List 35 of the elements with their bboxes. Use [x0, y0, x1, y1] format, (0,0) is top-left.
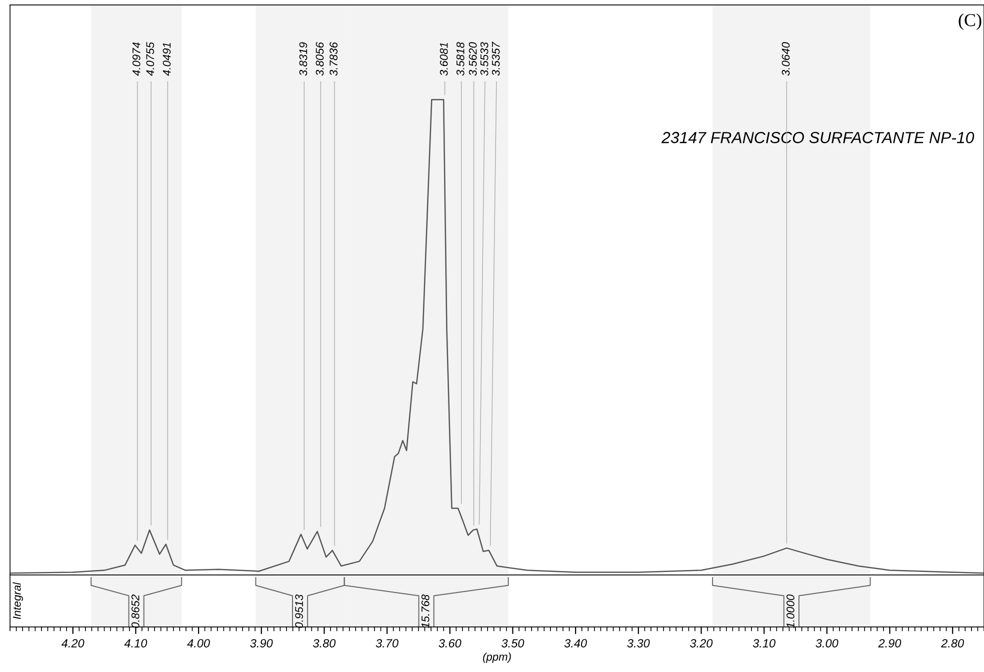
annotation: 3.8056 — [316, 42, 324, 76]
text: 23147 FRANCISCO SURFACTANTE NP-10 — [661, 132, 974, 144]
annotation: 4.0974 — [132, 42, 140, 76]
x-tick-label: 3.70 — [376, 639, 398, 648]
x-tick-label: 4.10 — [124, 639, 148, 648]
x-tick-label: 3.20 — [690, 639, 713, 648]
x-tick-label: 3.30 — [627, 639, 650, 648]
annotation: 3.5533 — [480, 42, 488, 76]
band-label: 0.9513 — [295, 594, 304, 628]
x-tick-label: 3.90 — [250, 639, 273, 648]
band-label: 15.768 — [421, 594, 430, 628]
x-tick-label: 3.80 — [313, 639, 336, 648]
annotation: 4.0491 — [162, 42, 171, 76]
annotation: 3.5357 — [492, 42, 500, 76]
x-tick-label: 4.00 — [187, 639, 210, 648]
annotation: 4.0755 — [146, 42, 154, 76]
x-tick-label: 3.60 — [438, 639, 462, 648]
x-axis-title: (ppm) — [483, 652, 511, 663]
text: Integral — [12, 582, 24, 620]
annotation: 3.6081 — [440, 42, 448, 76]
band-label: 1.0000 — [786, 594, 794, 628]
band-label: 0.8652 — [131, 594, 140, 628]
annotation: 3.5620 — [468, 42, 477, 76]
x-tick-label: 3.40 — [564, 639, 587, 648]
text: (C) — [958, 14, 982, 30]
annotation: 3.8319 — [299, 42, 308, 76]
x-tick-label: 2.80 — [941, 639, 964, 648]
x-tick-label: 2.90 — [878, 639, 902, 648]
x-tick-label: 3.10 — [752, 639, 776, 648]
x-tick-label: 3.50 — [502, 639, 524, 648]
annotation: 3.7836 — [330, 42, 338, 76]
annotation: 3.0640 — [782, 42, 790, 76]
annotation: 3.5818 — [456, 42, 464, 76]
x-tick-label: 3.00 — [816, 639, 838, 648]
x-tick-label: 4.20 — [61, 639, 84, 648]
